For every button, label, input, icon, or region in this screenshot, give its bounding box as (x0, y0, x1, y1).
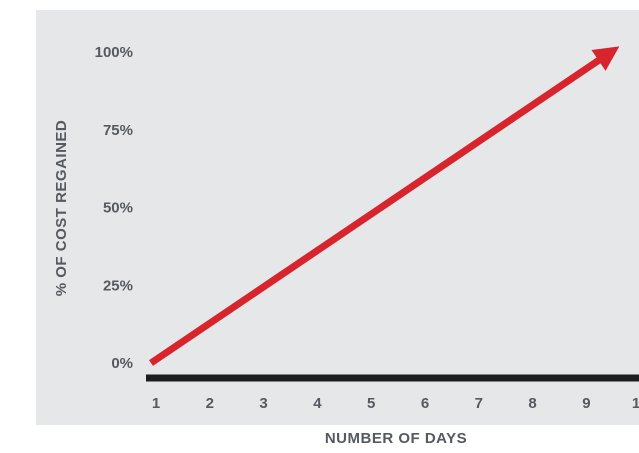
x-tick-label: 6 (421, 395, 429, 412)
x-axis-ticks: 1 2 3 4 5 6 7 8 9 10 (152, 395, 639, 412)
chart-background (36, 10, 639, 425)
x-tick-label: 3 (259, 395, 267, 412)
y-tick-label: 0% (111, 355, 133, 372)
y-tick-label: 25% (103, 277, 133, 294)
y-axis-label: % OF COST REGAINED (53, 120, 70, 297)
x-tick-label: 8 (528, 395, 536, 412)
y-tick-label: 50% (103, 200, 133, 217)
series-line (149, 46, 620, 366)
x-tick-label: 9 (582, 395, 590, 412)
x-tick-label: 2 (206, 395, 214, 412)
x-tick-label: 4 (313, 395, 322, 412)
x-axis-label: NUMBER OF DAYS (325, 430, 467, 447)
y-tick-label: 75% (103, 122, 133, 139)
y-axis-ticks: 0% 25% 50% 75% 100% (95, 44, 133, 372)
x-tick-label: 5 (367, 395, 375, 412)
x-tick-label: 7 (475, 395, 483, 412)
series-layer (149, 46, 620, 366)
y-tick-label: 100% (95, 44, 133, 61)
x-tick-label: 10 (632, 395, 639, 412)
x-tick-label: 1 (152, 395, 160, 412)
